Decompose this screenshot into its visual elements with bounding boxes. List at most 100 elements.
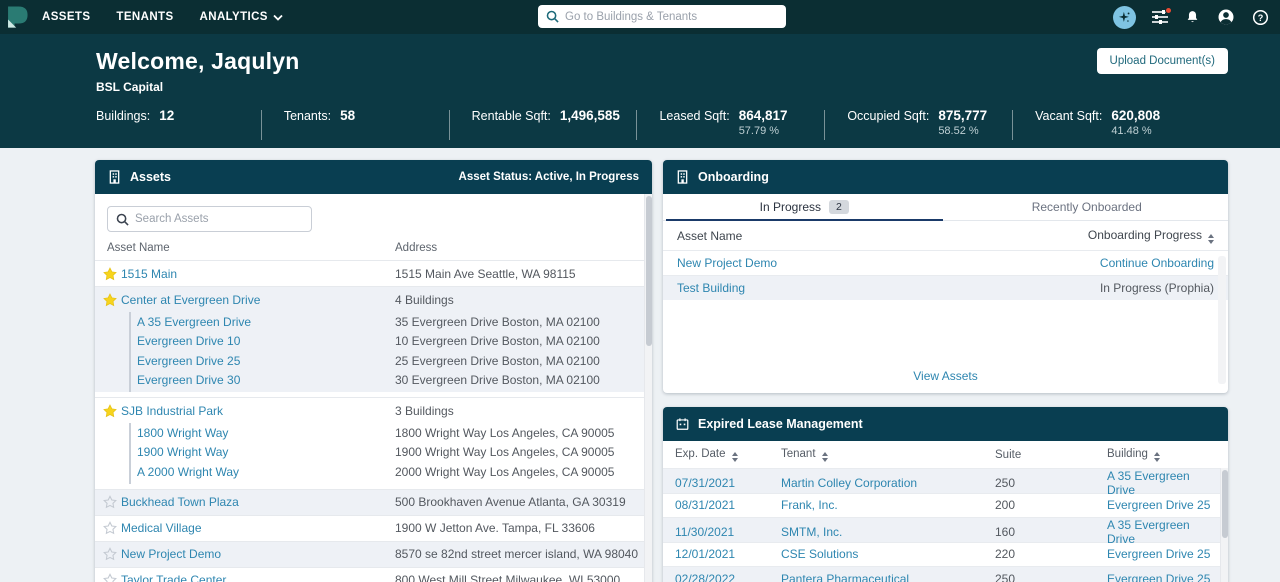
star-outline-icon[interactable] [103, 573, 121, 582]
asset-name-link[interactable]: 1800 Wright Way [137, 425, 229, 440]
account-icon[interactable] [1216, 7, 1236, 27]
exp-date-link[interactable]: 08/31/2021 [675, 498, 736, 513]
asset-row-main: New Project Demo 8570 se 82nd street merc… [95, 542, 652, 567]
tenant-link[interactable]: SMTM, Inc. [781, 525, 843, 539]
column-building[interactable]: Building [1107, 448, 1216, 462]
asset-name-link[interactable]: Medical Village [121, 521, 202, 535]
onboarding-scrollbar[interactable] [1218, 256, 1226, 384]
column-suite: Suite [995, 448, 1022, 461]
star-filled-icon[interactable] [103, 403, 121, 418]
expired-lease-row: 08/31/2021 Frank, Inc. 200 Evergreen Drive … [663, 492, 1228, 518]
continue-onboarding-link[interactable]: Continue Onboarding [1099, 256, 1214, 270]
asset-name-link[interactable]: A 35 Evergreen Drive [137, 314, 252, 329]
exp-date-link[interactable]: 07/31/2021 [675, 476, 736, 490]
asset-children: A 35 Evergreen Drive 35 Evergreen Drive B… [129, 312, 652, 392]
asset-name-link[interactable]: A 2000 Wright Way [137, 464, 240, 479]
asset-address: 1800 Wright Way Los Angeles, CA 90005 [395, 425, 615, 440]
in-progress-count-badge: 2 [829, 200, 849, 214]
onboarding-asset-link[interactable]: Test Building [677, 281, 746, 295]
expired-lease-row: 02/28/2022 Pantera Pharmaceutical 250 Everg… [663, 566, 1228, 582]
stat-value: 864,817 [738, 108, 788, 123]
notifications-bell-icon[interactable] [1184, 9, 1201, 26]
tenant-link[interactable]: CSE Solutions [781, 547, 859, 562]
tab-recently-onboarded[interactable]: Recently Onboarded [946, 194, 1229, 220]
exp-date-link[interactable]: 02/28/2022 [675, 571, 736, 582]
onboarding-panel: Onboarding In Progress 2 Recently Onboar… [663, 160, 1228, 393]
global-search-input[interactable] [565, 10, 778, 23]
asset-child-row: A 35 Evergreen Drive 35 Evergreen Drive B… [131, 312, 652, 332]
sort-icon[interactable] [1208, 233, 1214, 244]
asset-name-link[interactable]: Evergreen Drive 25 [137, 353, 241, 368]
stat-label: Buildings: [96, 109, 151, 123]
portfolio-stats: Buildings: 12 Tenants: 58 Rentable Sqft: 1,49… [96, 108, 1200, 140]
building-link[interactable]: Evergreen Drive 25 [1107, 571, 1211, 582]
asset-name-link[interactable]: New Project Demo [121, 547, 222, 561]
assets-search-input[interactable] [135, 213, 303, 225]
view-assets-link[interactable]: View Assets [913, 369, 978, 383]
asset-name-link[interactable]: SJB Industrial Park [121, 403, 224, 418]
column-onboarding-progress[interactable]: Onboarding Progress [1088, 228, 1214, 244]
asset-row: Taylor Trade Center 800 West Mill Street … [95, 566, 652, 582]
hero-header: Welcome, Jaqulyn BSL Capital Upload Docu… [0, 34, 1280, 148]
star-filled-icon[interactable] [103, 266, 121, 281]
suite-value: 220 [995, 547, 1016, 562]
filter-sliders-icon[interactable] [1151, 7, 1172, 25]
calendar-icon [676, 418, 689, 430]
assets-search[interactable] [107, 206, 312, 232]
nav-assets[interactable]: ASSETS [42, 11, 91, 23]
exp-date-link[interactable]: 11/30/2021 [675, 525, 735, 539]
star-outline-icon[interactable] [103, 495, 121, 509]
upload-documents-button[interactable]: Upload Document(s) [1096, 48, 1228, 74]
asset-address: 25 Evergreen Drive Boston, MA 02100 [395, 353, 600, 368]
expired-lease-panel: Expired Lease Management Exp. Date Tenan… [663, 407, 1228, 582]
asset-child-row: 1800 Wright Way 1800 Wright Way Los Angel… [131, 423, 652, 443]
nav-tenants[interactable]: TENANTS [116, 11, 174, 23]
company-name: BSL Capital [96, 80, 164, 94]
asset-row: Center at Evergreen Drive 4 Buildings A 35… [95, 286, 652, 392]
asset-address: 4 Buildings [395, 292, 454, 307]
assets-panel-header: Assets Asset Status: Active, In Progress [95, 160, 652, 194]
column-exp-date[interactable]: Exp. Date [675, 448, 781, 462]
sort-icon[interactable] [821, 451, 828, 462]
tenant-link[interactable]: Frank, Inc. [781, 498, 838, 513]
assets-scrollbar[interactable] [644, 194, 652, 582]
asset-row: Buckhead Town Plaza 500 Brookhaven Avenue… [95, 488, 652, 515]
global-search[interactable] [538, 5, 786, 28]
asset-name-link[interactable]: Buckhead Town Plaza [121, 495, 239, 509]
star-filled-icon[interactable] [103, 292, 121, 307]
tenant-link[interactable]: Martin Colley Corporation [781, 476, 918, 490]
asset-name-link[interactable]: Center at Evergreen Drive [121, 292, 261, 307]
asset-name-link[interactable]: Taylor Trade Center [121, 573, 227, 582]
asset-name-link[interactable]: Evergreen Drive 30 [137, 373, 241, 388]
stat-divider [1012, 110, 1014, 140]
asset-name-link[interactable]: 1515 Main [121, 266, 178, 281]
onboarding-asset-link[interactable]: New Project Demo [677, 256, 778, 270]
building-link[interactable]: A 35 Evergreen Drive [1107, 518, 1190, 546]
prophia-logo[interactable] [0, 0, 34, 34]
asset-row: 1515 Main 1515 Main Ave Seattle, WA 98115 [95, 260, 652, 286]
star-outline-icon[interactable] [103, 547, 121, 561]
asset-child-row: Evergreen Drive 30 30 Evergreen Drive Bos… [131, 371, 652, 391]
ai-sparkle-icon[interactable] [1113, 5, 1136, 29]
sort-icon[interactable] [731, 451, 738, 462]
stat-value: 620,808 [1111, 108, 1161, 123]
building-link[interactable]: A 35 Evergreen Drive [1107, 469, 1190, 497]
expired-scrollbar[interactable] [1220, 468, 1228, 582]
asset-name-link[interactable]: 1900 Wright Way [137, 445, 229, 460]
tenant-link[interactable]: Pantera Pharmaceutical [781, 571, 910, 582]
stat-label: Leased Sqft: [659, 109, 730, 123]
column-tenant[interactable]: Tenant [781, 448, 995, 462]
stat-value: 1,496,585 [559, 108, 620, 123]
stat-item: Buildings: 12 [96, 108, 261, 123]
column-exp-date-label: Exp. Date [675, 447, 726, 460]
building-link[interactable]: Evergreen Drive 25 [1107, 498, 1211, 513]
asset-name-link[interactable]: Evergreen Drive 10 [137, 334, 241, 349]
tab-in-progress[interactable]: In Progress 2 [663, 194, 946, 221]
star-outline-icon[interactable] [103, 521, 121, 535]
building-link[interactable]: Evergreen Drive 25 [1107, 547, 1211, 562]
sort-icon[interactable] [1153, 451, 1160, 462]
help-icon[interactable]: ? [1251, 8, 1270, 27]
exp-date-link[interactable]: 12/01/2021 [675, 547, 736, 562]
nav-analytics[interactable]: ANALYTICS [200, 11, 283, 23]
nav-analytics-label: ANALYTICS [199, 11, 268, 23]
